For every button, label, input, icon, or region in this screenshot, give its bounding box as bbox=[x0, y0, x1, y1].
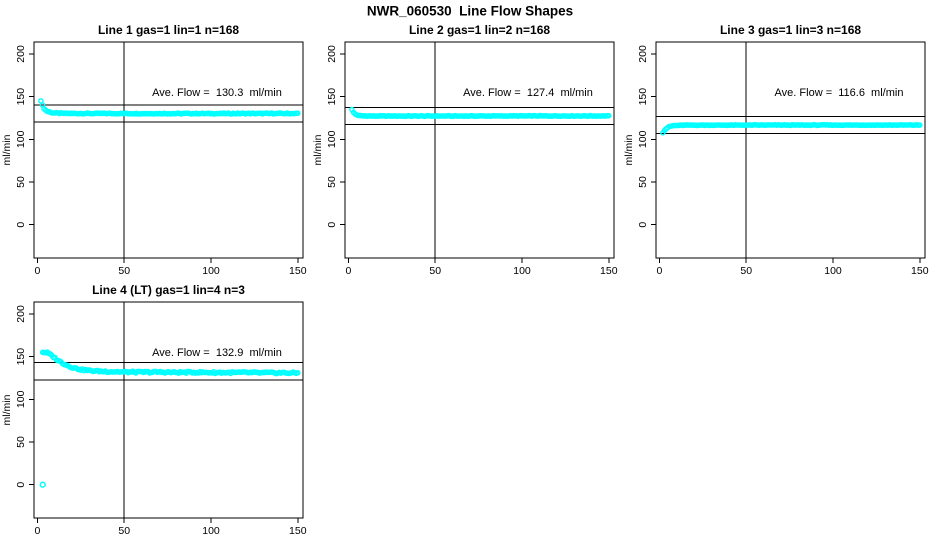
x-tick-label: 50 bbox=[740, 265, 752, 277]
y-tick-label: 200 bbox=[637, 45, 649, 63]
data-point bbox=[294, 110, 301, 116]
y-tick-label: 50 bbox=[15, 436, 27, 448]
x-tick-label: 0 bbox=[35, 525, 41, 537]
y-tick-label: 200 bbox=[15, 45, 27, 63]
x-tick-label: 150 bbox=[289, 525, 307, 537]
y-tick-label: 50 bbox=[637, 176, 649, 188]
y-axis-label: ml/min bbox=[623, 134, 635, 165]
y-axis-label: ml/min bbox=[312, 134, 324, 165]
panel-1: 0 50 100 150 0 50 100 150 200 ml/min bbox=[1, 41, 307, 277]
y-tick-label: 100 bbox=[326, 130, 338, 148]
y-tick-label: 100 bbox=[15, 130, 27, 148]
y-tick-label: 0 bbox=[15, 222, 27, 228]
x-tick-label: 150 bbox=[600, 265, 618, 277]
data-point bbox=[606, 112, 612, 119]
y-tick-label: 100 bbox=[637, 130, 649, 148]
y-tick-label: 50 bbox=[326, 176, 338, 188]
x-tick-label: 100 bbox=[513, 265, 531, 277]
panel-title-3: Line 3 gas=1 lin=3 n=168 bbox=[719, 23, 862, 37]
ave-flow-annotation-2: Ave. Flow = 127.4 ml/min bbox=[463, 87, 593, 99]
y-tick-label: 150 bbox=[15, 88, 27, 106]
panel-3: 0 50 100 150 0 50 100 150 200 ml/min bbox=[623, 41, 929, 277]
x-tick-label: 50 bbox=[118, 525, 130, 537]
data-point bbox=[917, 122, 923, 128]
y-tick-label: 100 bbox=[15, 390, 27, 408]
x-tick-label: 0 bbox=[657, 265, 663, 277]
x-tick-label: 50 bbox=[118, 265, 130, 277]
y-tick-label: 150 bbox=[326, 88, 338, 106]
x-tick-label: 0 bbox=[35, 265, 41, 277]
x-tick-label: 150 bbox=[911, 265, 929, 277]
panel-title-4: Line 4 (LT) gas=1 lin=4 n=3 bbox=[92, 283, 245, 297]
panel-4: 0 50 100 150 0 50 100 150 200 ml/min bbox=[1, 301, 307, 537]
y-tick-label: 0 bbox=[326, 222, 338, 228]
data-point bbox=[294, 369, 301, 376]
x-tick-label: 50 bbox=[429, 265, 441, 277]
plot-box bbox=[655, 41, 926, 259]
panel-2: 0 50 100 150 0 50 100 150 200 ml/min bbox=[312, 41, 618, 277]
plot-box bbox=[33, 301, 304, 519]
ave-flow-annotation-4: Ave. Flow = 132.9 ml/min bbox=[152, 347, 282, 359]
x-tick-label: 100 bbox=[202, 265, 220, 277]
outlier-point bbox=[39, 481, 46, 488]
plot-box bbox=[33, 41, 304, 259]
plot-box bbox=[344, 41, 615, 259]
y-axis-label: ml/min bbox=[1, 134, 13, 165]
panel-title-1: Line 1 gas=1 lin=1 n=168 bbox=[97, 23, 240, 37]
ave-flow-annotation-1: Ave. Flow = 130.3 ml/min bbox=[152, 87, 282, 99]
y-tick-label: 0 bbox=[637, 222, 649, 228]
figure-title: NWR_060530 Line Flow Shapes bbox=[366, 3, 574, 19]
y-tick-label: 200 bbox=[326, 45, 338, 63]
y-tick-label: 50 bbox=[15, 176, 27, 188]
y-tick-label: 0 bbox=[15, 482, 27, 488]
x-tick-label: 100 bbox=[202, 525, 220, 537]
x-tick-label: 100 bbox=[824, 265, 842, 277]
y-tick-label: 200 bbox=[15, 305, 27, 323]
panel-title-2: Line 2 gas=1 lin=2 n=168 bbox=[408, 23, 551, 37]
y-tick-label: 150 bbox=[637, 88, 649, 106]
x-tick-label: 150 bbox=[289, 265, 307, 277]
x-tick-label: 0 bbox=[346, 265, 352, 277]
y-axis-label: ml/min bbox=[1, 394, 13, 425]
ave-flow-annotation-3: Ave. Flow = 116.6 ml/min bbox=[774, 87, 904, 99]
y-tick-label: 150 bbox=[15, 348, 27, 366]
